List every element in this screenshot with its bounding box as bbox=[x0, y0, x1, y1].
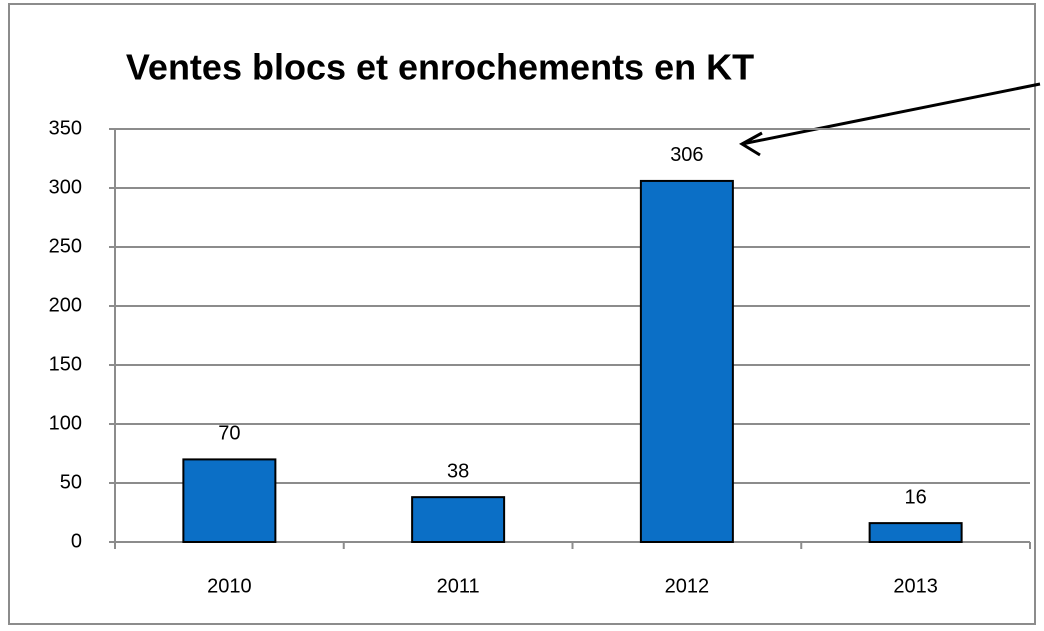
data-label: 70 bbox=[218, 423, 240, 445]
bar bbox=[411, 496, 506, 544]
x-tick-label: 2011 bbox=[437, 575, 480, 597]
chart-title: Ventes blocs et enrochements en KT bbox=[126, 47, 754, 88]
x-tick-label: 2013 bbox=[893, 575, 938, 597]
y-tick-label: 350 bbox=[49, 117, 82, 139]
y-tick-label: 50 bbox=[60, 471, 82, 493]
bar bbox=[868, 522, 963, 543]
y-tick-label: 250 bbox=[49, 235, 82, 257]
chart-frame bbox=[8, 3, 1036, 625]
y-tick-label: 200 bbox=[49, 294, 82, 316]
bar bbox=[639, 179, 734, 543]
y-tick-label: 300 bbox=[49, 176, 82, 198]
y-tick-label: 150 bbox=[49, 353, 82, 375]
x-tick-label: 2012 bbox=[665, 575, 710, 597]
data-label: 306 bbox=[670, 144, 703, 166]
y-tick-label: 0 bbox=[71, 530, 82, 552]
y-tick-label: 100 bbox=[49, 412, 82, 434]
annotation-arrow bbox=[739, 82, 1041, 157]
x-tick-label: 2010 bbox=[207, 575, 252, 597]
data-label: 38 bbox=[447, 460, 469, 482]
bar bbox=[182, 458, 277, 543]
data-label: 16 bbox=[905, 486, 927, 508]
